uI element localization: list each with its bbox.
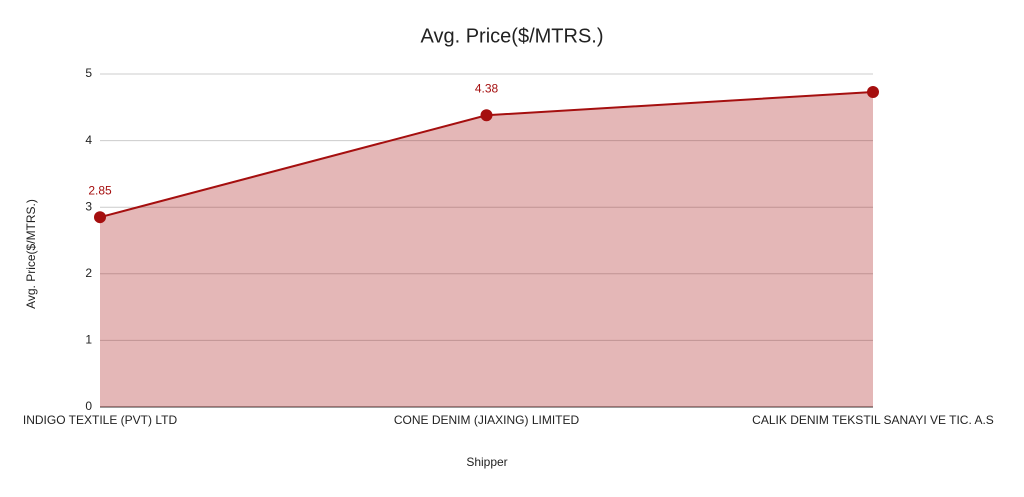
point <box>94 211 106 224</box>
data-label: 4.38 <box>475 81 499 95</box>
chart-title: Avg. Price($/MTRS.) <box>421 25 604 47</box>
y-tick-label: 2 <box>85 266 92 280</box>
x-tick-label: CONE DENIM (JIAXING) LIMITED <box>394 413 580 427</box>
y-tick-label: 3 <box>85 199 92 213</box>
y-axis-title: Avg. Price($/MTRS.) <box>24 199 38 309</box>
x-tick-label: INDIGO TEXTILE (PVT) LTD <box>23 413 178 427</box>
area-fill <box>100 91 873 408</box>
data-label: 2.85 <box>88 183 112 197</box>
point <box>480 109 493 122</box>
point <box>867 85 879 98</box>
y-tick-label: 5 <box>85 66 92 80</box>
x-axis-title: Shipper <box>466 455 507 469</box>
x-tick-label: CALIK DENIM TEKSTIL SANAYI VE TIC. A.S <box>752 413 994 427</box>
y-tick-label: 0 <box>85 399 92 413</box>
y-tick-label: 4 <box>85 133 92 147</box>
y-tick-label: 1 <box>85 333 92 347</box>
